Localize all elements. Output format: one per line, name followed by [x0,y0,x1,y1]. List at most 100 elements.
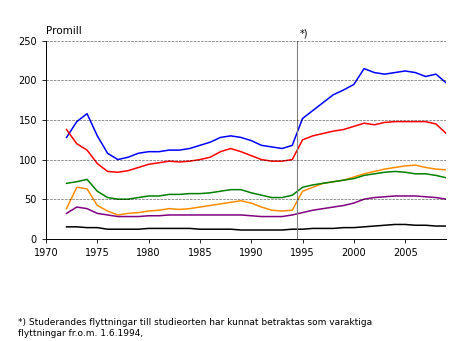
35-39 [115,214,120,219]
60-64 [319,226,325,231]
25-29 [269,159,274,163]
15-19 [279,209,284,213]
20-24 [330,93,336,97]
60-64 [309,226,315,231]
15-19 [248,201,253,205]
Line: 15-19: 15-19 [67,165,445,215]
60-64 [176,226,182,231]
60-64 [146,226,151,231]
25-29 [238,150,243,154]
35-39 [442,197,448,201]
35-39 [269,214,274,219]
30-34 [197,192,202,196]
15-19 [146,209,151,213]
20-24 [319,101,325,105]
25-29 [422,120,427,124]
35-39 [381,195,386,199]
30-34 [402,170,407,174]
15-19 [289,208,294,212]
30-34 [228,188,233,192]
35-39 [361,197,366,201]
15-19 [381,167,386,171]
30-34 [135,195,141,199]
35-39 [238,213,243,217]
25-29 [371,123,376,127]
60-64 [432,224,438,228]
25-29 [84,148,90,152]
35-39 [309,208,315,212]
20-24 [217,135,223,139]
35-39 [95,211,100,216]
30-34 [176,192,182,196]
30-34 [269,195,274,199]
30-34 [330,180,336,184]
30-34 [217,189,223,193]
Line: 25-29: 25-29 [67,122,445,172]
35-39 [135,214,141,219]
30-34 [412,172,417,176]
15-19 [64,207,69,211]
20-24 [442,81,448,85]
35-39 [289,213,294,217]
60-64 [391,222,397,226]
30-34 [340,178,346,182]
25-29 [381,120,386,124]
20-24 [105,151,110,155]
35-39 [350,201,356,205]
30-34 [361,173,366,177]
15-19 [125,211,130,216]
35-39 [299,210,305,214]
35-39 [279,214,284,219]
20-24 [166,148,172,152]
25-29 [166,159,172,163]
25-29 [105,169,110,174]
15-19 [176,207,182,211]
15-19 [84,187,90,191]
30-34 [258,193,263,197]
60-64 [299,227,305,231]
60-64 [248,228,253,232]
15-19 [105,209,110,213]
30-34 [74,180,79,184]
20-24 [248,138,253,143]
60-64 [207,227,213,231]
25-29 [340,128,346,132]
30-34 [391,169,397,174]
25-29 [186,159,192,163]
25-29 [135,165,141,169]
35-39 [340,204,346,208]
20-24 [381,72,386,76]
20-24 [432,72,438,76]
60-64 [115,227,120,231]
35-39 [319,207,325,211]
60-64 [269,228,274,232]
25-29 [248,153,253,158]
30-34 [432,173,438,177]
15-19 [299,189,305,193]
15-19 [186,207,192,211]
60-64 [166,226,172,231]
15-19 [330,180,336,184]
15-19 [74,185,79,189]
25-29 [228,147,233,151]
30-34 [422,172,427,176]
15-19 [309,185,315,189]
15-19 [258,205,263,209]
20-24 [340,88,346,92]
30-34 [371,172,376,176]
60-64 [74,225,79,229]
35-39 [176,213,182,217]
60-64 [135,227,141,231]
15-19 [412,163,417,167]
35-39 [402,194,407,198]
60-64 [95,226,100,230]
15-19 [350,175,356,179]
15-19 [238,199,243,203]
35-39 [330,205,336,209]
60-64 [238,228,243,232]
35-39 [207,213,213,217]
20-24 [238,135,243,139]
20-24 [402,69,407,73]
35-39 [166,213,172,217]
15-19 [217,202,223,206]
